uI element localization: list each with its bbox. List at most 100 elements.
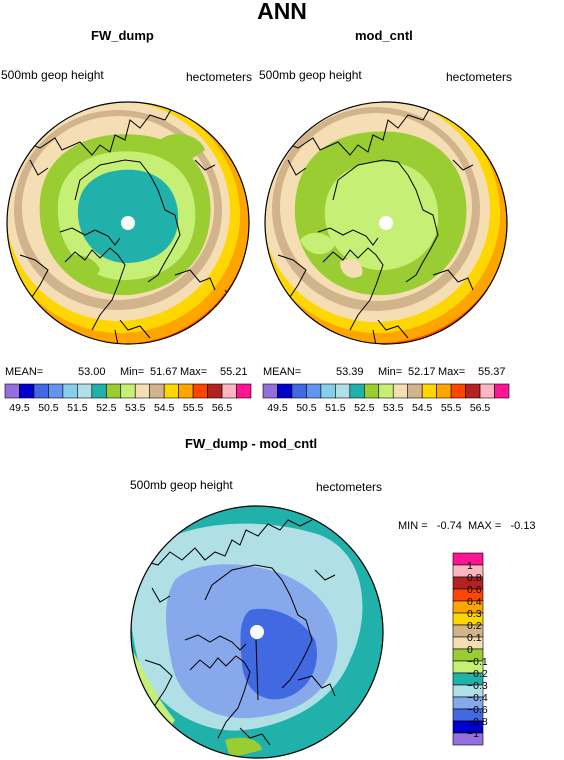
colorbar-mod-cntl-tick-label: 55.5 bbox=[441, 402, 462, 414]
colorbar-fw-dump-tick-label: 51.5 bbox=[67, 402, 88, 414]
colorbar-diff-tick-label: 1 bbox=[467, 560, 473, 572]
main-title: ANN bbox=[257, 0, 307, 24]
colorbar-fw-dump-swatch bbox=[62, 383, 78, 399]
max-label-mod-cntl: Max= bbox=[438, 366, 466, 378]
min-label-fw-dump: Min= bbox=[120, 366, 145, 378]
colorbar-fw-dump-swatch bbox=[120, 383, 136, 399]
colorbar-diff-tick-label: 0.6 bbox=[467, 584, 482, 596]
colorbar-fw-dump-tick-label: 50.5 bbox=[38, 402, 59, 414]
colorbar-fw-dump-swatch bbox=[192, 383, 208, 399]
max-label-fw-dump: Max= bbox=[180, 366, 208, 378]
units-label-fw-dump: hectometers bbox=[186, 70, 253, 84]
colorbar-diff-tick-label: −1 bbox=[467, 728, 479, 740]
min-label-mod-cntl: Min= bbox=[378, 366, 403, 378]
colorbar-fw-dump-swatch bbox=[207, 383, 223, 399]
colorbar-mod-cntl-swatch bbox=[479, 383, 495, 399]
pole-marker-fw-dump bbox=[121, 216, 135, 230]
colorbar-fw-dump-tick-label: 49.5 bbox=[9, 402, 30, 414]
colorbar-fw-dump-swatch bbox=[19, 383, 35, 399]
colorbar-diff-tick-label: −0.1 bbox=[467, 656, 488, 668]
diff-minmax-text: MIN = -0.74 MAX = -0.13 bbox=[398, 520, 536, 532]
colorbar-diff-swatch bbox=[452, 732, 484, 746]
coastlines-diff bbox=[139, 519, 336, 746]
colorbar-mod-cntl-swatch bbox=[262, 383, 278, 399]
colorbar-fw-dump-swatch bbox=[236, 383, 252, 399]
colorbar-mod-cntl: 49.5 50.5 51.5 52.5 53.5 54.5 55.5 56.5 bbox=[262, 383, 510, 414]
colorbar-diff-tick-label: −0.2 bbox=[467, 668, 488, 680]
colorbar-mod-cntl-swatch bbox=[306, 383, 322, 399]
polar-map-diff bbox=[131, 506, 383, 758]
mean-label-mod-cntl: MEAN= bbox=[263, 366, 302, 378]
field-label-fw-dump: 500mb geop height bbox=[1, 68, 104, 82]
colorbar-fw-dump-swatch bbox=[4, 383, 20, 399]
colorbar-mod-cntl-tick-label: 54.5 bbox=[412, 402, 433, 414]
colorbar-diff-tick-label: −0.3 bbox=[467, 680, 488, 692]
colorbar-diff-tick-label: 0.4 bbox=[467, 596, 482, 608]
colorbar-mod-cntl-swatch bbox=[494, 383, 510, 399]
mean-label-fw-dump: MEAN= bbox=[5, 366, 44, 378]
colorbar-diff-tick-label: 0.3 bbox=[467, 608, 482, 620]
colorbar-fw-dump: 49.5 50.5 51.5 52.5 53.5 54.5 55.5 56.5 bbox=[4, 383, 252, 414]
colorbar-mod-cntl-swatch bbox=[465, 383, 481, 399]
min-value-mod-cntl: 52.17 bbox=[408, 366, 436, 378]
colorbar-mod-cntl-tick-label: 50.5 bbox=[296, 402, 317, 414]
colorbar-diff-tick-label: 0.2 bbox=[467, 620, 482, 632]
colorbar-diff-tick-label: 0.1 bbox=[467, 632, 482, 644]
panel-title-fw-dump: FW_dump bbox=[91, 28, 154, 43]
colorbar-mod-cntl-swatch bbox=[291, 383, 307, 399]
colorbar-mod-cntl-swatch bbox=[378, 383, 394, 399]
max-value-mod-cntl: 55.37 bbox=[478, 366, 506, 378]
colorbar-fw-dump-tick-label: 54.5 bbox=[154, 402, 175, 414]
panel-title-diff: FW_dump - mod_cntl bbox=[185, 436, 318, 451]
field-label-mod-cntl: 500mb geop height bbox=[259, 68, 362, 82]
colorbar-mod-cntl-swatch bbox=[349, 383, 365, 399]
colorbar-fw-dump-swatch bbox=[91, 383, 107, 399]
colorbar-mod-cntl-swatch bbox=[392, 383, 409, 399]
colorbar-fw-dump-tick-label: 52.5 bbox=[96, 402, 117, 414]
colorbar-mod-cntl-tick-label: 53.5 bbox=[383, 402, 404, 414]
colorbar-fw-dump-swatch bbox=[134, 383, 151, 399]
max-value-fw-dump: 55.21 bbox=[220, 366, 248, 378]
colorbar-fw-dump-tick-label: 56.5 bbox=[212, 402, 233, 414]
field-label-diff: 500mb geop height bbox=[130, 478, 233, 492]
colorbar-mod-cntl-tick-label: 49.5 bbox=[267, 402, 288, 414]
map-border-mod-cntl bbox=[264, 101, 508, 345]
colorbar-fw-dump-swatch bbox=[178, 383, 194, 399]
colorbar-diff: 10.80.60.40.30.20.10−0.1−0.2−0.3−0.4−0.6… bbox=[452, 552, 488, 746]
colorbar-diff-tick-label: 0.8 bbox=[467, 572, 482, 584]
colorbar-diff-tick-label: −0.4 bbox=[467, 692, 488, 704]
colorbar-mod-cntl-tick-label: 51.5 bbox=[325, 402, 346, 414]
colorbar-fw-dump-tick-label: 55.5 bbox=[183, 402, 204, 414]
colorbar-fw-dump-swatch bbox=[77, 383, 93, 399]
map-border-diff bbox=[130, 505, 384, 759]
min-value-fw-dump: 51.67 bbox=[150, 366, 178, 378]
colorbar-fw-dump-swatch bbox=[163, 383, 179, 399]
mean-value-fw-dump: 53.00 bbox=[78, 366, 106, 378]
colorbar-diff-tick-label: −0.6 bbox=[467, 704, 488, 716]
coastlines-mod-cntl bbox=[277, 107, 479, 344]
colorbar-diff-tick-label: −0.8 bbox=[467, 716, 488, 728]
colorbar-fw-dump-swatch bbox=[105, 383, 122, 399]
colorbar-mod-cntl-swatch bbox=[363, 383, 380, 399]
units-label-diff: hectometers bbox=[316, 480, 383, 494]
colorbar-fw-dump-swatch bbox=[149, 383, 165, 399]
colorbar-fw-dump-swatch bbox=[33, 383, 49, 399]
colorbar-mod-cntl-swatch bbox=[407, 383, 423, 399]
units-label-mod-cntl: hectometers bbox=[446, 70, 513, 84]
colorbar-mod-cntl-tick-label: 52.5 bbox=[354, 402, 375, 414]
colorbar-mod-cntl-swatch bbox=[421, 383, 437, 399]
colorbar-mod-cntl-swatch bbox=[335, 383, 351, 399]
colorbar-fw-dump-swatch bbox=[48, 383, 64, 399]
panel-title-mod-cntl: mod_cntl bbox=[355, 28, 413, 43]
mean-value-mod-cntl: 53.39 bbox=[336, 366, 364, 378]
colorbar-mod-cntl-swatch bbox=[320, 383, 336, 399]
colorbar-mod-cntl-swatch bbox=[277, 383, 293, 399]
pole-marker-diff bbox=[250, 625, 264, 639]
colorbar-mod-cntl-tick-label: 56.5 bbox=[470, 402, 491, 414]
map-border-fw-dump bbox=[6, 101, 250, 345]
colorbar-mod-cntl-swatch bbox=[450, 383, 466, 399]
colorbar-fw-dump-tick-label: 53.5 bbox=[125, 402, 146, 414]
colorbar-fw-dump-swatch bbox=[221, 383, 237, 399]
pole-marker-mod-cntl bbox=[379, 216, 393, 230]
